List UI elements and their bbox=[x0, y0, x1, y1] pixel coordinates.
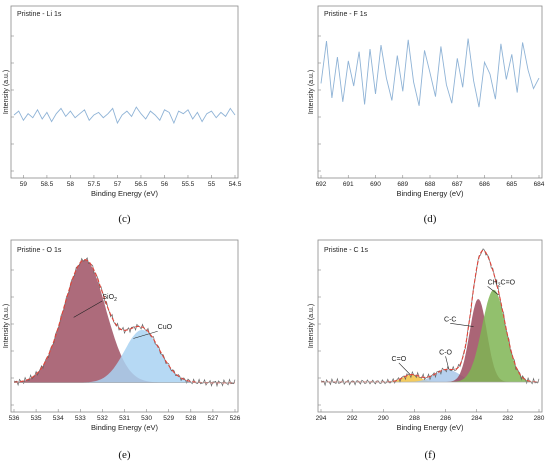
x-tick-label: 691 bbox=[343, 181, 354, 188]
x-tick-label: 532 bbox=[97, 415, 108, 422]
x-tick-label: 58.5 bbox=[41, 181, 54, 188]
x-tick-label: 288 bbox=[409, 415, 420, 422]
x-tick-label: 286 bbox=[440, 415, 451, 422]
subfigure-label: (f) bbox=[425, 449, 436, 461]
annotation-c-o: C-O bbox=[439, 349, 452, 356]
panel-label: Pristine - Li 1s bbox=[17, 11, 62, 18]
annotation-sio: SiO2 bbox=[102, 294, 117, 303]
x-ticks: 59 58.5 58 57.5 57 56.5 56 55.5 55 54.5 bbox=[20, 175, 242, 188]
x-tick-label: 56 bbox=[161, 181, 169, 188]
x-tick-label: 531 bbox=[119, 415, 130, 422]
x-tick-label: 688 bbox=[425, 181, 436, 188]
panel-li-1s: Pristine - Li 1s 59 58.5 58 57.5 57 56.5 56 55.… bbox=[3, 5, 242, 225]
y-axis-label: Intensity (a.u.) bbox=[308, 304, 315, 348]
x-tick-label: 292 bbox=[347, 415, 358, 422]
x-axis-label: Binding Energy (eV) bbox=[396, 423, 464, 432]
x-axis-label: Binding Energy (eV) bbox=[91, 189, 159, 198]
subfigure-label: (c) bbox=[118, 213, 131, 225]
x-tick-label: 690 bbox=[370, 181, 381, 188]
x-tick-label: 536 bbox=[9, 415, 20, 422]
y-ticks bbox=[11, 269, 14, 406]
panel-f-1s: Pristine - F 1s 692 691 690 689 688 687 686 685… bbox=[308, 5, 545, 225]
x-tick-label: 57.5 bbox=[88, 181, 101, 188]
annotation-arrow bbox=[398, 362, 410, 375]
series-layer bbox=[320, 38, 540, 108]
spectrum-line bbox=[320, 38, 540, 108]
series-layer: C=O C-O C-C CH2C=O bbox=[320, 248, 540, 387]
x-tick-label: 527 bbox=[207, 415, 218, 422]
plot-frame bbox=[10, 239, 239, 413]
x-tick-label: 689 bbox=[397, 181, 408, 188]
panel-label: Pristine - F 1s bbox=[324, 11, 368, 18]
y-ticks bbox=[318, 35, 321, 172]
subfigure-label: (e) bbox=[118, 449, 131, 461]
x-tick-label: 685 bbox=[506, 181, 517, 188]
y-axis-label: Intensity (a.u.) bbox=[308, 70, 315, 114]
x-ticks: 692 691 690 689 688 687 686 685 684 bbox=[316, 175, 545, 188]
annotation-arrow bbox=[487, 286, 499, 296]
series-layer bbox=[13, 106, 236, 125]
x-tick-label: 529 bbox=[163, 415, 174, 422]
x-tick-label: 280 bbox=[534, 415, 545, 422]
fit-envelope bbox=[13, 259, 235, 384]
x-tick-label: 687 bbox=[452, 181, 463, 188]
plot-frame bbox=[10, 5, 239, 179]
x-tick-label: 530 bbox=[141, 415, 152, 422]
y-axis-label: Intensity (a.u.) bbox=[3, 304, 10, 348]
x-tick-label: 58 bbox=[67, 181, 75, 188]
annotation-cuo: CuO bbox=[158, 324, 173, 331]
plot-frame bbox=[317, 5, 543, 179]
x-axis-label: Binding Energy (eV) bbox=[91, 423, 159, 432]
series-layer: SiO2 CuO bbox=[13, 257, 236, 388]
x-axis-label: Binding Energy (eV) bbox=[396, 189, 464, 198]
annotation-arrow bbox=[445, 356, 449, 369]
panel-label: Pristine - C 1s bbox=[324, 247, 368, 254]
x-tick-label: 533 bbox=[75, 415, 86, 422]
x-tick-label: 534 bbox=[53, 415, 64, 422]
x-tick-label: 294 bbox=[316, 415, 327, 422]
x-tick-label: 684 bbox=[534, 181, 545, 188]
x-tick-label: 692 bbox=[316, 181, 327, 188]
x-ticks: 536 535 534 533 532 531 530 529 528 527 526 bbox=[9, 409, 241, 422]
x-tick-label: 290 bbox=[378, 415, 389, 422]
x-tick-label: 535 bbox=[31, 415, 42, 422]
peak-ch2c-o bbox=[321, 289, 539, 382]
panel-label: Pristine - O 1s bbox=[17, 247, 62, 254]
annotation-c-o: C=O bbox=[392, 356, 407, 363]
x-tick-label: 55.5 bbox=[182, 181, 195, 188]
x-tick-label: 56.5 bbox=[135, 181, 148, 188]
annotation-arrow bbox=[450, 323, 474, 327]
y-axis-label: Intensity (a.u.) bbox=[3, 70, 10, 114]
x-tick-label: 528 bbox=[185, 415, 196, 422]
annotation-arrow bbox=[73, 300, 103, 318]
x-tick-label: 57 bbox=[114, 181, 122, 188]
spectrum-line bbox=[13, 106, 236, 125]
plot-frame bbox=[317, 239, 543, 413]
y-ticks bbox=[318, 269, 321, 406]
x-tick-label: 284 bbox=[471, 415, 482, 422]
annotation-ch2c-o: CH2C=O bbox=[488, 279, 516, 288]
x-tick-label: 54.5 bbox=[229, 181, 242, 188]
x-tick-label: 59 bbox=[20, 181, 28, 188]
x-tick-label: 686 bbox=[479, 181, 490, 188]
annotation-arrow bbox=[133, 330, 158, 339]
x-tick-label: 282 bbox=[502, 415, 513, 422]
x-tick-label: 55 bbox=[208, 181, 216, 188]
x-ticks: 294 292 290 288 286 284 282 280 bbox=[316, 409, 545, 422]
x-tick-label: 526 bbox=[230, 415, 241, 422]
annotation-c-c: C-C bbox=[444, 316, 456, 323]
peak-cuo bbox=[14, 329, 235, 383]
subfigure-label: (d) bbox=[424, 213, 437, 225]
y-ticks bbox=[11, 35, 14, 172]
